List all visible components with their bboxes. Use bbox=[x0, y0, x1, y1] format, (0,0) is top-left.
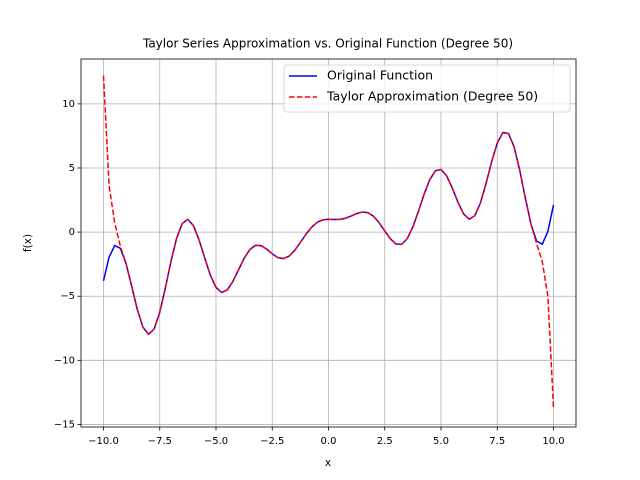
x-tick-label: 7.5 bbox=[489, 436, 505, 447]
series-line bbox=[102, 75, 555, 408]
legend-box bbox=[283, 64, 571, 113]
x-tick-label: 5.0 bbox=[433, 436, 449, 447]
x-tick-label: −5.0 bbox=[204, 436, 228, 447]
y-axis-label: f(x) bbox=[22, 234, 34, 252]
x-axis-label: x bbox=[325, 457, 331, 469]
x-tick-label: −10.0 bbox=[88, 436, 119, 447]
x-tick-label: −2.5 bbox=[260, 436, 284, 447]
x-tick-label: 10.0 bbox=[542, 436, 564, 447]
y-tick-label: 5 bbox=[69, 163, 75, 174]
y-tick-label: −5 bbox=[60, 291, 75, 302]
x-tick-label: −7.5 bbox=[148, 436, 172, 447]
y-tick-label: −10 bbox=[54, 355, 75, 366]
legend-label: Taylor Approximation (Degree 50) bbox=[326, 89, 538, 104]
x-tick-label: 2.5 bbox=[377, 436, 393, 447]
legend-label: Original Function bbox=[327, 68, 433, 83]
x-tick-label: 0.0 bbox=[321, 436, 337, 447]
plot-frame bbox=[80, 58, 577, 428]
y-tick-label: −15 bbox=[54, 419, 75, 430]
y-tick-label: 10 bbox=[62, 99, 75, 110]
chart-title: Taylor Series Approximation vs. Original… bbox=[142, 37, 513, 51]
y-tick-label: 0 bbox=[69, 227, 75, 238]
